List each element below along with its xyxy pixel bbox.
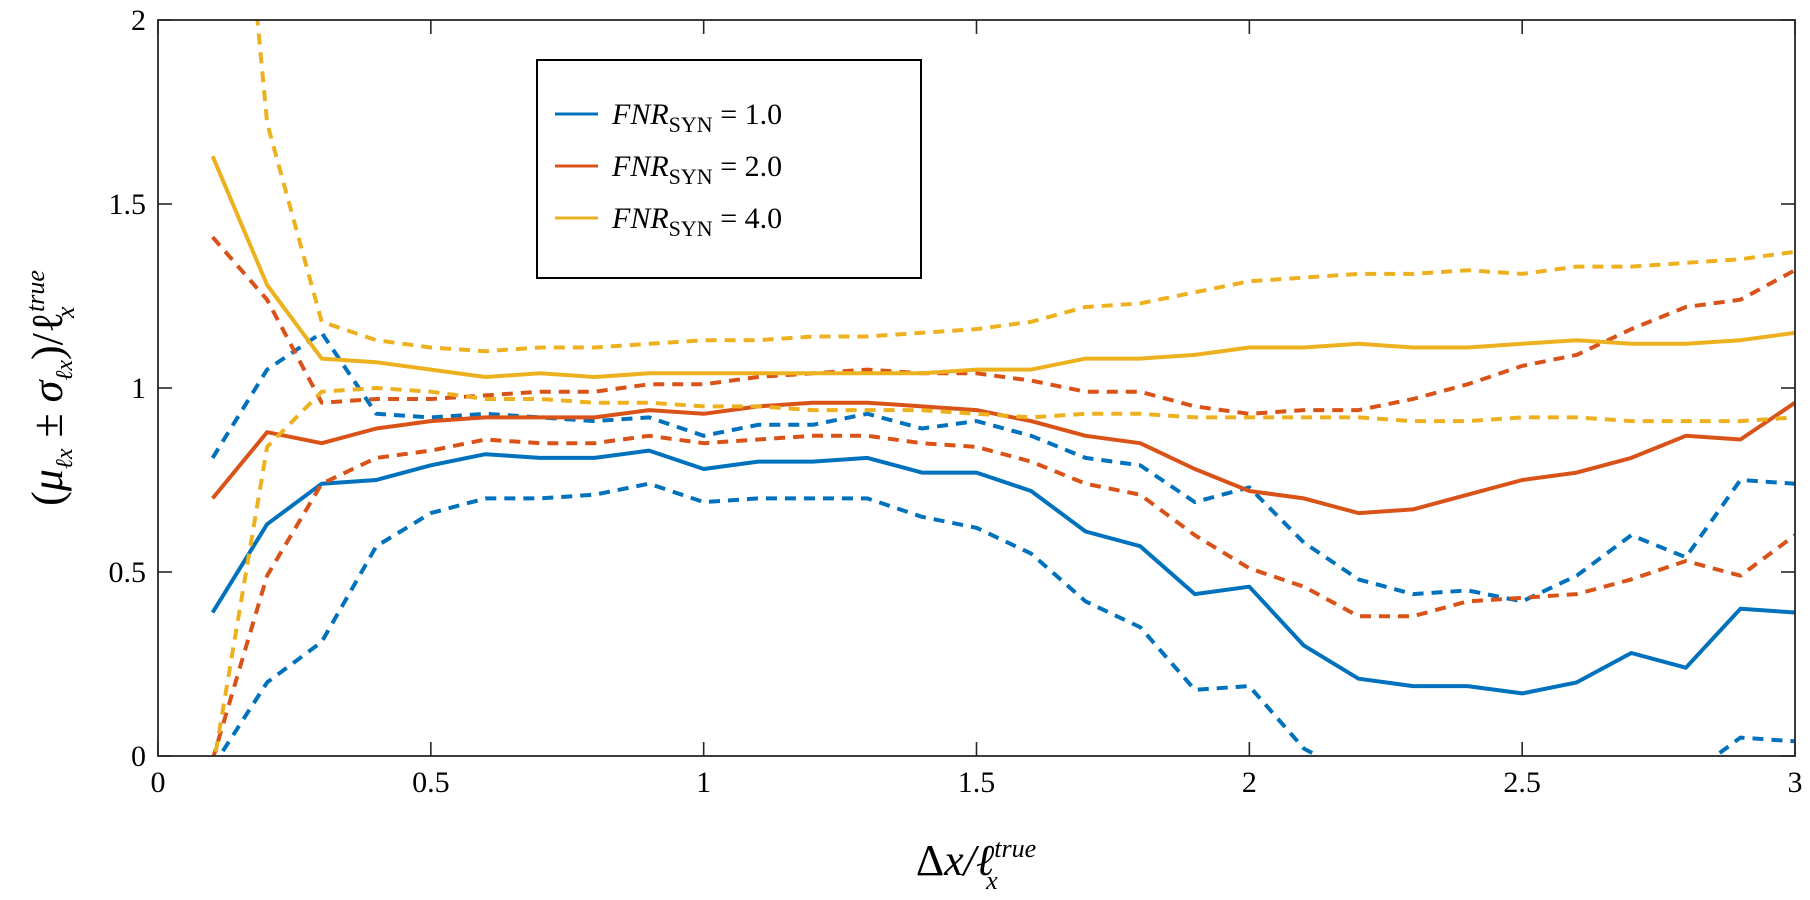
series-upper-line bbox=[211, 235, 1795, 416]
x-tick-label: 1.5 bbox=[958, 766, 996, 799]
x-axis-label: Δx/ℓtrue x bbox=[916, 834, 1036, 895]
series-mean-line bbox=[210, 155, 1795, 379]
x-tick-label: 1 bbox=[696, 766, 711, 799]
series-lower-line bbox=[217, 481, 1795, 756]
plot-frame bbox=[157, 19, 1796, 757]
series-lower-line bbox=[213, 386, 1795, 756]
y-tick-label: 2 bbox=[131, 4, 146, 37]
y-tick-label: 0.5 bbox=[109, 556, 147, 589]
x-axis-ticks: 0 0.5 1 1.5 2 2.5 3 bbox=[151, 20, 1803, 799]
y-axis-label: (μℓx ± σℓx)/ℓtruex bbox=[21, 270, 80, 506]
legend: FNRSYN = 1.0 FNRSYN = 2.0 FNRSYN = 4.0 bbox=[536, 59, 922, 279]
legend-box bbox=[536, 59, 922, 279]
svg-text:(μℓx ± σℓx)/ℓtruex: (μℓx ± σℓx)/ℓtruex bbox=[21, 270, 80, 506]
y-tick-label: 1.5 bbox=[109, 188, 147, 221]
x-tick-label: 2 bbox=[1242, 766, 1257, 799]
series-mean-line bbox=[210, 448, 1795, 696]
x-tick-label: 0.5 bbox=[412, 766, 450, 799]
y-tick-label: 0 bbox=[131, 740, 146, 773]
legend-entry-label: FNRSYN = 4.0 bbox=[611, 202, 782, 241]
plot-area-background bbox=[158, 20, 1795, 756]
series-layer bbox=[210, 20, 1795, 756]
x-tick-label: 0 bbox=[151, 766, 166, 799]
legend-entry-label: FNRSYN = 2.0 bbox=[611, 150, 782, 189]
y-tick-label: 1 bbox=[131, 372, 146, 405]
legend-entry-label: FNRSYN = 1.0 bbox=[611, 98, 782, 137]
series-group bbox=[210, 20, 1795, 756]
series-lower-line bbox=[211, 433, 1795, 756]
x-tick-label: 3 bbox=[1788, 766, 1803, 799]
x-tick-label: 2.5 bbox=[1503, 766, 1541, 799]
